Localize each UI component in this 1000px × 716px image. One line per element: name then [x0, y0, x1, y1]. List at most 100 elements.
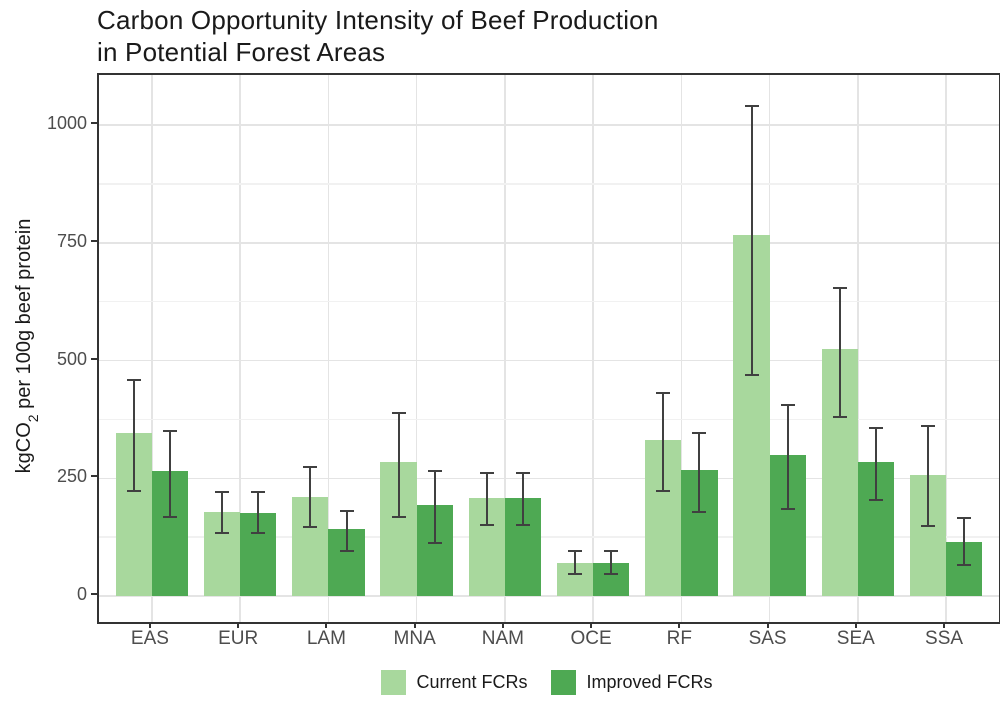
error-bar-cap-bottom-ssa-current	[920, 525, 935, 528]
x-tick-label-sas: SAS	[748, 628, 787, 649]
error-bar-cap-top-eas-current	[126, 379, 141, 382]
legend-label-current-fcrs: Current FCRs	[416, 671, 528, 692]
error-bar-cap-top-ssa-improved	[957, 517, 972, 520]
legend-swatch-current-fcrs	[381, 669, 407, 695]
gridline-minor-625	[99, 300, 999, 303]
chart-title: Carbon Opportunity Intensity of Beef Pro…	[97, 4, 659, 68]
y-tick-mark-750	[91, 239, 97, 242]
error-bar-cap-top-lam-current	[303, 465, 318, 468]
legend-item-improved: Improved FCRs	[551, 669, 713, 695]
error-bar-eur-improved	[257, 491, 260, 534]
x-tick-mark-mna	[413, 622, 416, 628]
error-bar-cap-top-lam-improved	[339, 509, 354, 512]
y-tick-mark-250	[91, 475, 97, 478]
y-tick-mark-1000	[91, 121, 97, 124]
x-tick-label-nam: NAM	[481, 628, 524, 649]
error-bar-cap-bottom-oce-improved	[604, 573, 619, 576]
gridline-vertical-eur	[239, 75, 241, 622]
legend: Current FCRs Improved FCRs	[97, 664, 997, 700]
error-bar-cap-bottom-sea-current	[832, 416, 847, 419]
y-tick-mark-0	[91, 593, 97, 596]
error-bar-cap-bottom-sea-improved	[868, 498, 883, 501]
x-tick-mark-eur	[237, 622, 240, 628]
gridline-vertical-oce	[592, 75, 594, 622]
error-bar-eur-current	[221, 491, 224, 534]
y-tick-label-750: 750	[56, 230, 87, 251]
error-bar-lam-improved	[345, 510, 348, 551]
x-tick-mark-sea	[854, 622, 857, 628]
error-bar-cap-bottom-lam-improved	[339, 549, 354, 552]
error-bar-ssa-improved	[963, 518, 966, 565]
x-tick-label-oce: OCE	[570, 628, 612, 649]
error-bar-oce-current	[574, 551, 577, 575]
x-tick-mark-nam	[501, 622, 504, 628]
gridline-major-750	[99, 241, 999, 244]
legend-label-improved-fcrs: Improved FCRs	[586, 671, 713, 692]
y-tick-label-250: 250	[56, 466, 87, 487]
error-bar-cap-top-oce-improved	[604, 550, 619, 553]
error-bar-cap-bottom-lam-current	[303, 526, 318, 529]
plot-panel	[97, 73, 1000, 624]
error-bar-cap-bottom-ssa-improved	[957, 563, 972, 566]
error-bar-cap-bottom-mna-current	[391, 516, 406, 519]
error-bar-cap-bottom-sas-improved	[780, 508, 795, 511]
y-tick-label-1000: 1000	[46, 112, 87, 133]
error-bar-cap-top-rf-improved	[692, 431, 707, 434]
error-bar-cap-bottom-mna-improved	[427, 541, 442, 544]
error-bar-rf-current	[662, 393, 665, 491]
gridline-vertical-lam	[327, 75, 330, 622]
y-tick-label-0: 0	[76, 584, 87, 605]
gridline-vertical-rf	[680, 75, 683, 622]
error-bar-cap-top-sas-current	[744, 105, 759, 108]
error-bar-cap-bottom-nam-current	[479, 524, 494, 527]
gridline-major-250	[99, 477, 999, 480]
y-tick-label-500: 500	[56, 348, 87, 369]
error-bar-cap-top-rf-current	[656, 392, 671, 395]
error-bar-cap-top-nam-improved	[515, 471, 530, 474]
gridline-major-500	[99, 359, 999, 362]
x-tick-label-rf: RF	[666, 628, 692, 649]
error-bar-sas-improved	[786, 404, 789, 510]
error-bar-oce-improved	[610, 551, 613, 575]
gridline-vertical-sas	[768, 75, 771, 622]
error-bar-cap-top-sea-current	[832, 286, 847, 289]
gridline-minor-875	[99, 183, 999, 185]
error-bar-cap-top-mna-improved	[427, 470, 442, 473]
gridline-vertical-ssa	[945, 75, 947, 622]
error-bar-rf-improved	[698, 432, 701, 512]
error-bar-cap-bottom-eur-current	[215, 532, 230, 535]
error-bar-sea-improved	[874, 428, 877, 500]
error-bar-cap-bottom-eur-improved	[251, 532, 266, 535]
chart-title-line2: in Potential Forest Areas	[97, 37, 386, 67]
error-bar-cap-top-eur-current	[215, 490, 230, 493]
x-tick-mark-oce	[590, 622, 593, 628]
x-tick-label-ssa: SSA	[925, 628, 964, 649]
error-bar-cap-bottom-sas-current	[744, 374, 759, 377]
error-bar-sea-current	[838, 287, 841, 418]
error-bar-ssa-current	[926, 425, 929, 527]
error-bar-cap-bottom-eas-current	[126, 490, 141, 493]
error-bar-cap-top-sas-improved	[780, 403, 795, 406]
x-tick-mark-eas	[148, 622, 151, 628]
error-bar-cap-bottom-rf-current	[656, 489, 671, 492]
gridline-vertical-eas	[151, 75, 153, 622]
error-bar-cap-bottom-eas-improved	[163, 516, 178, 519]
x-tick-mark-sas	[766, 622, 769, 628]
gridline-minor-375	[99, 418, 999, 421]
error-bar-cap-top-eur-improved	[251, 490, 266, 493]
x-tick-label-eas: EAS	[130, 628, 169, 649]
error-bar-cap-top-mna-current	[391, 412, 406, 415]
error-bar-eas-improved	[169, 431, 172, 518]
error-bar-mna-improved	[433, 471, 436, 543]
error-bar-nam-current	[485, 472, 488, 526]
x-tick-mark-rf	[678, 622, 681, 628]
error-bar-sas-current	[750, 106, 753, 376]
gridline-vertical-nam	[504, 75, 506, 622]
gridline-major-1000	[99, 124, 999, 126]
gridline-vertical-sea	[857, 75, 859, 622]
error-bar-mna-current	[397, 413, 400, 518]
x-tick-label-lam: LAM	[306, 628, 346, 649]
gridline-major-0	[99, 595, 999, 597]
x-tick-mark-ssa	[943, 622, 946, 628]
